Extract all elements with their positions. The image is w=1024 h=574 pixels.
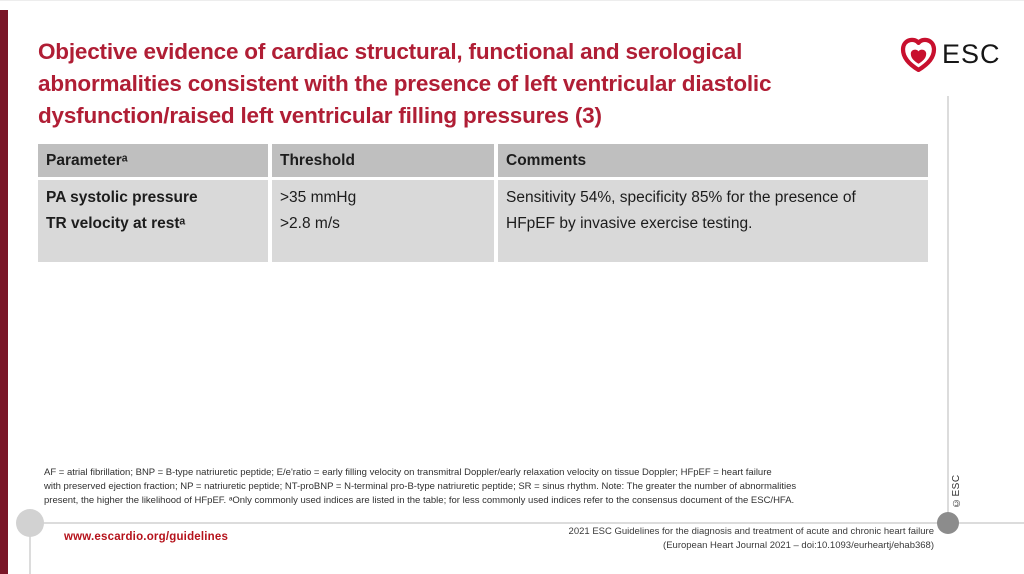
parameter-line: TR velocity at restᵃ (46, 215, 186, 232)
slide-title-line: Objective evidence of cardiac structural… (38, 39, 743, 64)
table-cell-parameter: PA systolic pressure TR velocity at rest… (38, 180, 268, 262)
footnote-line: present, the higher the likelihood of HF… (44, 495, 795, 506)
esc-logo: ESC (900, 36, 1001, 73)
escardio-guidelines-link[interactable]: www.escardio.org/guidelines (64, 531, 229, 543)
table-header-parameter: Parameterᵃ (38, 144, 268, 177)
slide-title: Objective evidence of cardiac structural… (38, 36, 888, 132)
slide-accent-bar (0, 10, 8, 574)
esc-logo-label: ESC (942, 39, 1001, 69)
frame-node-right-circle (937, 512, 959, 534)
bottom-left-vertical-divider (29, 523, 31, 574)
table-header-threshold: Threshold (272, 144, 494, 177)
footnote-line: AF = atrial fibrillation; BNP = B-type n… (44, 467, 772, 478)
slide-title-line: abnormalities consistent with the presen… (38, 71, 772, 96)
comment-text: Sensitivity 54%, specificity 85% for the… (506, 189, 856, 232)
footer-divider (30, 522, 1024, 524)
table-cell-threshold: >35 mmHg >2.8 m/s (272, 180, 494, 262)
copyright-esc-label: ©ESC (951, 474, 962, 508)
frame-node-left-circle (16, 509, 44, 537)
citation-line: 2021 ESC Guidelines for the diagnosis an… (568, 526, 934, 537)
threshold-line: >2.8 m/s (280, 215, 340, 232)
parameter-line: PA systolic pressure (46, 189, 198, 206)
table-header-comments: Comments (498, 144, 928, 177)
parameters-table: Parameterᵃ Threshold Comments PA systoli… (38, 144, 928, 262)
table-cell-comments: Sensitivity 54%, specificity 85% for the… (498, 180, 928, 262)
slide-title-line: dysfunction/raised left ventricular fill… (38, 103, 602, 128)
top-edge-divider (0, 0, 1024, 1)
right-vertical-divider (947, 96, 949, 523)
footnote-line: with preserved ejection fraction; NP = n… (44, 481, 797, 492)
esc-heart-icon (900, 36, 937, 73)
threshold-line: >35 mmHg (280, 189, 357, 206)
abbreviations-footnote: AF = atrial fibrillation; BNP = B-type n… (44, 466, 944, 508)
citation-block: 2021 ESC Guidelines for the diagnosis an… (569, 525, 934, 552)
citation-line: (European Heart Journal 2021 – doi:10.10… (663, 539, 934, 551)
